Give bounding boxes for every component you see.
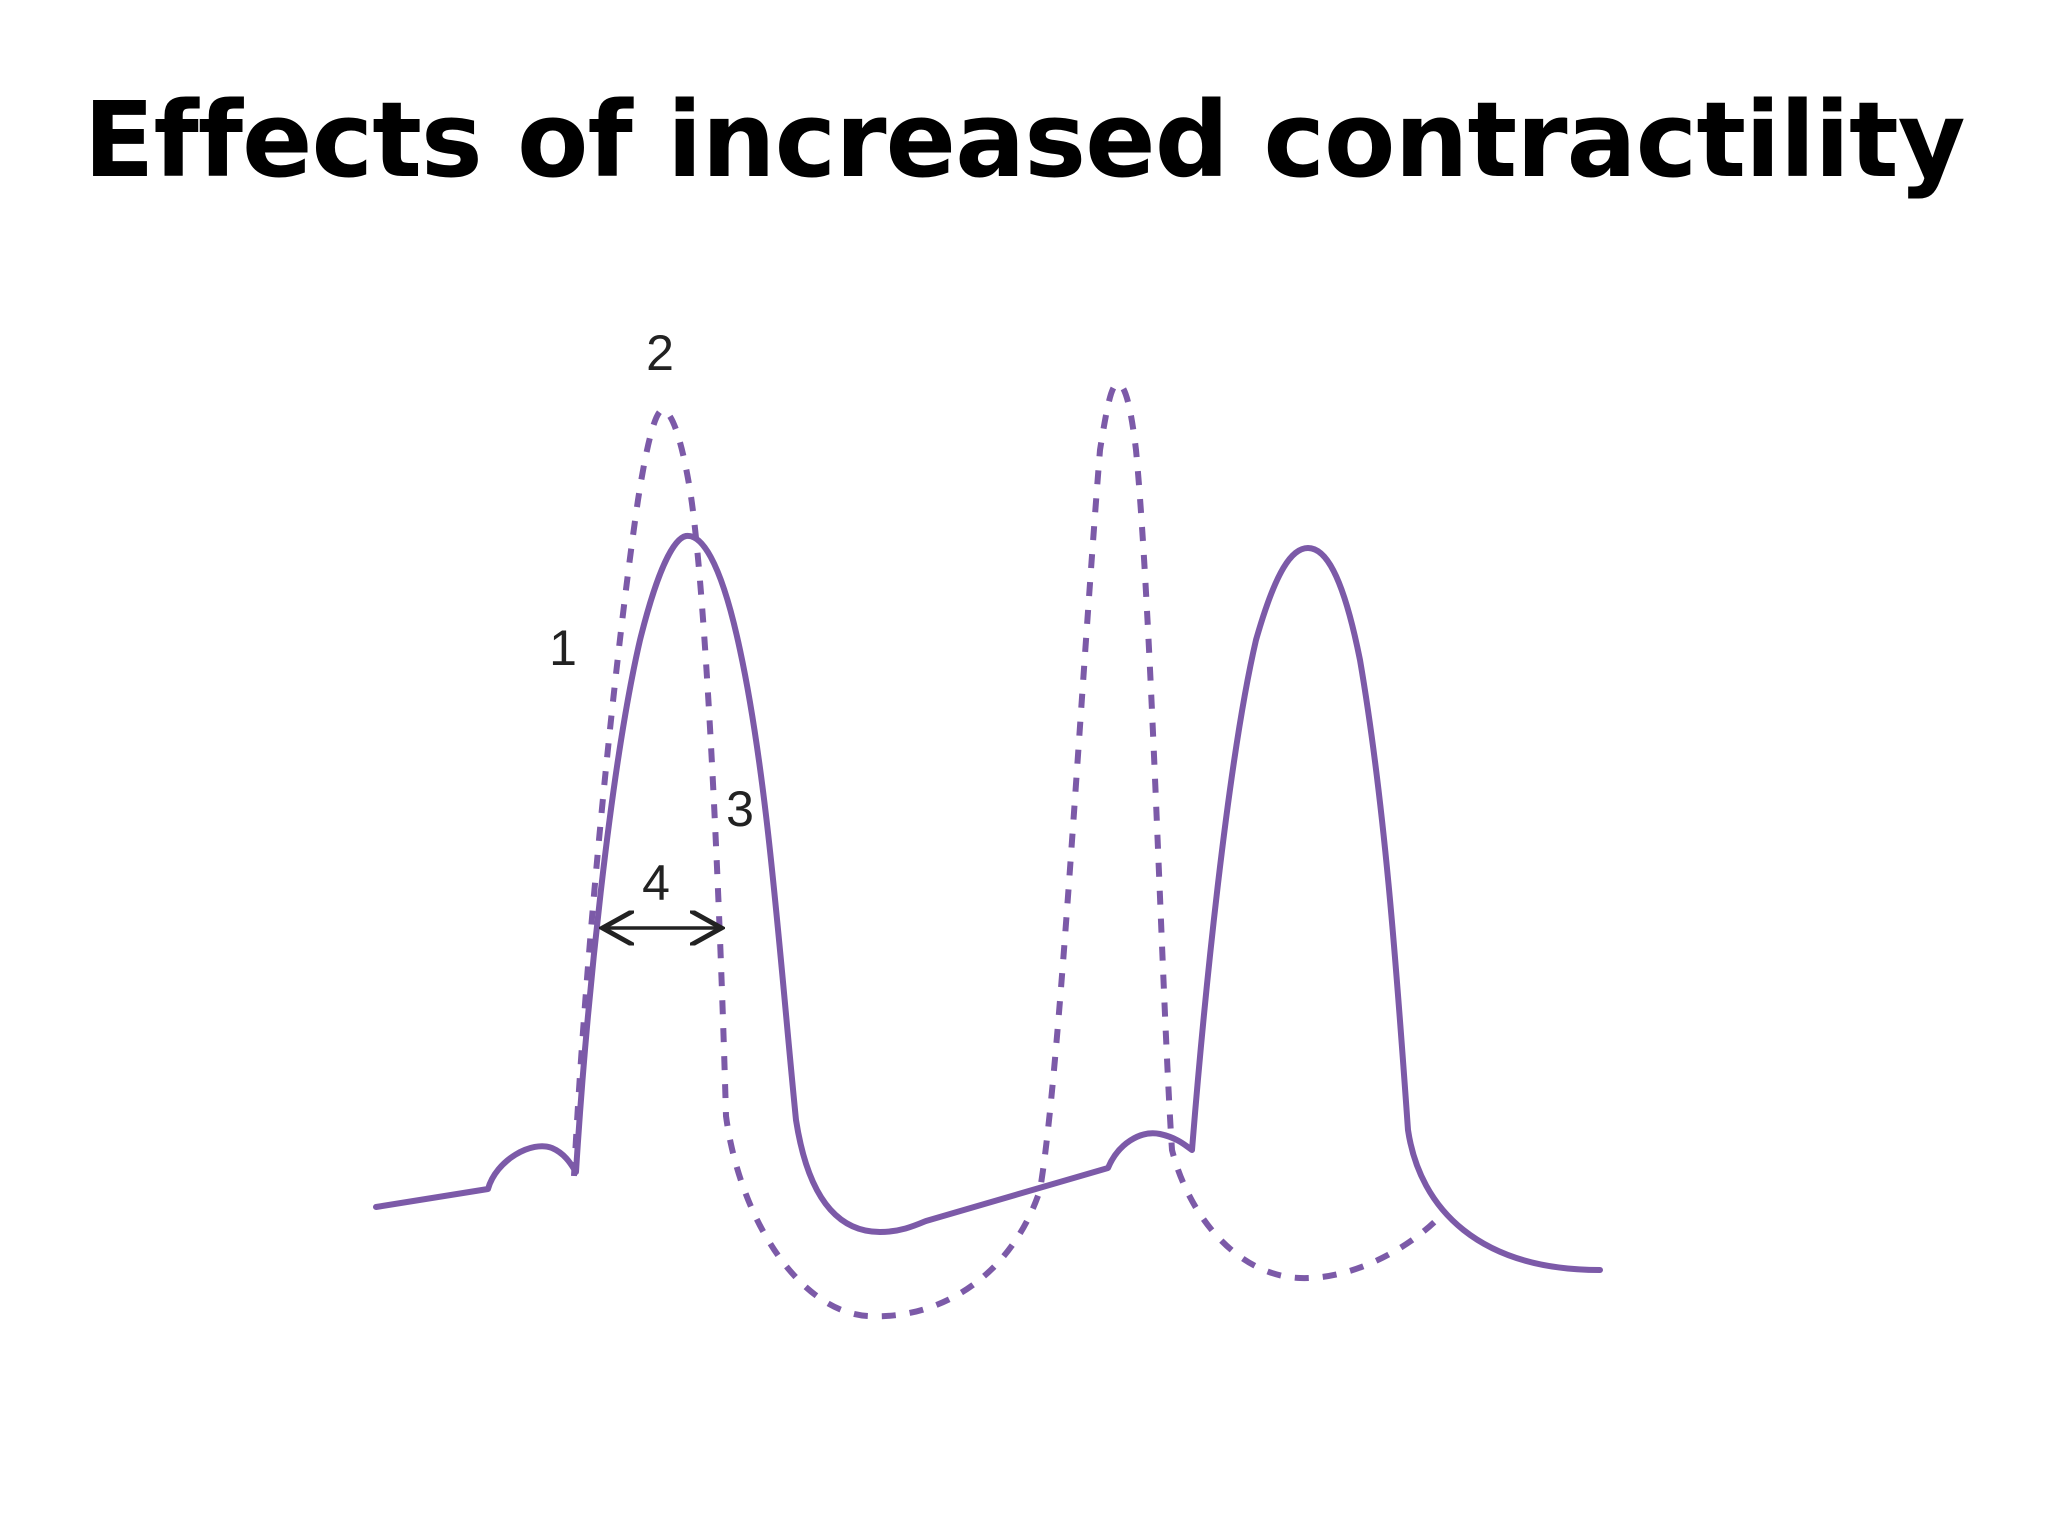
label-4: 4 [642, 855, 670, 911]
label-2: 2 [646, 325, 674, 381]
dashed-curve [571, 380, 1447, 1320]
label-3: 3 [726, 781, 754, 837]
label-1: 1 [549, 620, 577, 676]
solid-curve [373, 532, 1603, 1273]
slide-title: Effects of increased contractility [83, 79, 1965, 201]
